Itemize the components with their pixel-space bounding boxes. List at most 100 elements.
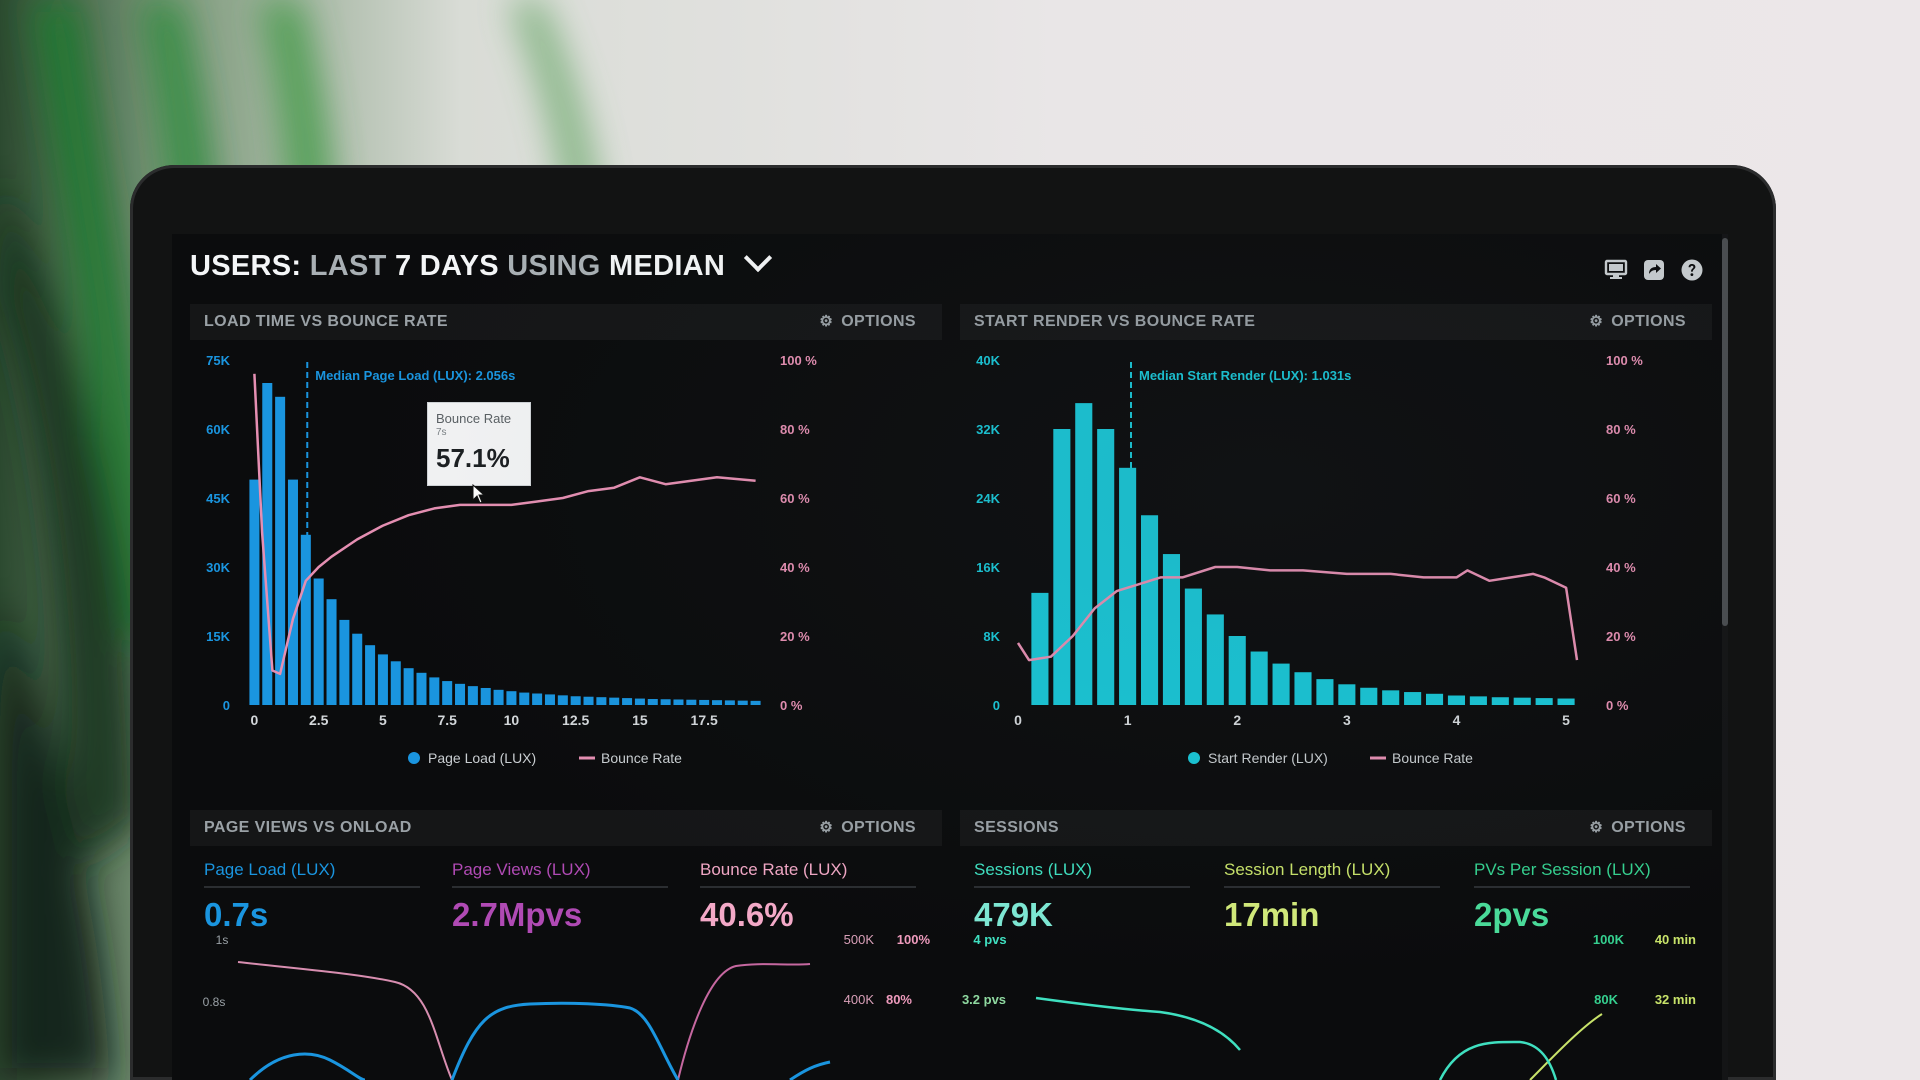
metric-label: Bounce Rate (LUX) xyxy=(700,860,916,888)
help-icon[interactable] xyxy=(1680,258,1704,282)
panel-title: SESSIONS xyxy=(974,819,1060,836)
share-icon[interactable] xyxy=(1642,258,1666,282)
bar xyxy=(1404,692,1422,705)
dashboard-title[interactable]: USERS: LAST 7 DAYS USING MEDIAN xyxy=(190,243,772,283)
sessions-chart: 4 pvs 3.2 pvs 100K 80K 40 min 32 min xyxy=(962,932,1696,1080)
bar xyxy=(467,686,478,705)
metric-value: 2pvs xyxy=(1474,896,1550,933)
y3-tick-label: 32 min xyxy=(1655,992,1696,1007)
metric-page-load[interactable]: Page Load (LUX) 0.7s xyxy=(204,860,420,934)
metric-value: 479K xyxy=(974,896,1053,933)
metric-sessions[interactable]: Sessions (LUX) 479K xyxy=(974,860,1190,934)
panel-header: LOAD TIME VS BOUNCE RATE ⚙ OPTIONS xyxy=(190,304,942,340)
y2-tick-label: 100K xyxy=(1593,932,1625,947)
median-label: Median Page Load (LUX): 2.056s xyxy=(315,368,515,383)
panel-sessions: SESSIONS ⚙ OPTIONS Sessions (LUX) 479K Se… xyxy=(960,810,1712,1080)
y-tick-label: 0 xyxy=(993,698,1000,713)
y2-tick-label: 80 % xyxy=(1606,422,1636,437)
y2-tick-label: 400K xyxy=(844,992,875,1007)
metric-bounce-rate[interactable]: Bounce Rate (LUX) 40.6% xyxy=(700,860,916,934)
panel-page-views-vs-onload: PAGE VIEWS VS ONLOAD ⚙ OPTIONS Page Load … xyxy=(190,810,942,1080)
gear-icon: ⚙ xyxy=(819,819,834,836)
options-button[interactable]: ⚙ OPTIONS xyxy=(1589,313,1686,331)
bar xyxy=(1491,697,1509,705)
metric-value: 17min xyxy=(1224,896,1320,933)
title-part-median: MEDIAN xyxy=(608,250,726,282)
scrollbar-thumb[interactable] xyxy=(1722,238,1728,626)
monitor-icon[interactable] xyxy=(1604,258,1628,282)
bar xyxy=(750,700,761,705)
x-tick-label: 1 xyxy=(1124,712,1132,728)
bar xyxy=(660,699,671,705)
y2-tick-label: 0 % xyxy=(1606,698,1629,713)
bar xyxy=(532,693,543,705)
bar xyxy=(1513,697,1531,705)
bounce-rate-line xyxy=(253,373,756,676)
metric-session-length[interactable]: Session Length (LUX) 17min xyxy=(1224,860,1440,934)
metric-label: Page Views (LUX) xyxy=(452,860,668,888)
header-icons xyxy=(1604,258,1704,282)
y3-tick-label: 80% xyxy=(886,992,912,1007)
bar xyxy=(609,697,620,705)
bar xyxy=(1184,588,1202,705)
bar xyxy=(622,698,633,705)
bar xyxy=(1250,651,1268,705)
y-tick-label: 8K xyxy=(983,629,1000,644)
metric-page-views[interactable]: Page Views (LUX) 2.7Mpvs xyxy=(452,860,668,934)
panel-title: LOAD TIME VS BOUNCE RATE xyxy=(204,313,448,330)
x-tick-label: 4 xyxy=(1453,712,1461,728)
y2-tick-label: 80 % xyxy=(780,422,810,437)
bar xyxy=(429,677,440,705)
tooltip-sub: 7s xyxy=(436,427,447,438)
bar xyxy=(506,691,517,705)
bar xyxy=(326,599,337,705)
scrollbar[interactable] xyxy=(1722,234,1728,1080)
y-tick-label: 75K xyxy=(206,353,230,368)
y2-tick-label: 40 % xyxy=(780,560,810,575)
x-tick-label: 12.5 xyxy=(562,712,589,728)
options-label: OPTIONS xyxy=(1611,313,1686,330)
bar xyxy=(634,698,645,705)
bar xyxy=(313,578,324,705)
bar xyxy=(570,696,581,705)
tooltip: Bounce Rate 7s 57.1% xyxy=(427,402,531,486)
bar xyxy=(275,396,286,705)
panel-header: PAGE VIEWS VS ONLOAD ⚙ OPTIONS xyxy=(190,810,942,846)
bar xyxy=(699,699,710,705)
metric-label: Sessions (LUX) xyxy=(974,860,1190,888)
chevron-down-icon[interactable] xyxy=(743,243,772,273)
title-part-last: LAST xyxy=(309,250,387,282)
y2-tick-label: 100 % xyxy=(780,353,817,368)
x-tick-label: 10 xyxy=(504,712,520,728)
bar xyxy=(1272,663,1290,705)
bar xyxy=(287,479,298,705)
y2-tick-label: 20 % xyxy=(1606,629,1636,644)
options-button[interactable]: ⚙ OPTIONS xyxy=(1589,819,1686,837)
bar xyxy=(1382,690,1400,705)
gear-icon: ⚙ xyxy=(1589,819,1604,836)
page-views-chart: 1s 0.8s 500K 400K 100% 80% xyxy=(203,932,931,1080)
panel-title: PAGE VIEWS VS ONLOAD xyxy=(204,819,412,836)
gear-icon: ⚙ xyxy=(819,313,834,330)
options-button[interactable]: ⚙ OPTIONS xyxy=(819,819,916,837)
bar xyxy=(544,694,555,705)
y-tick-label: 0.8s xyxy=(203,995,226,1009)
legend-swatch xyxy=(408,752,420,764)
metric-pvs-per-session[interactable]: PVs Per Session (LUX) 2pvs xyxy=(1474,860,1690,934)
dashboard-screen: USERS: LAST 7 DAYS USING MEDIAN LOAD TIM… xyxy=(172,234,1728,1080)
tooltip-label: Bounce Rate xyxy=(436,411,512,426)
options-button[interactable]: ⚙ OPTIONS xyxy=(819,313,916,331)
x-tick-label: 17.5 xyxy=(691,712,718,728)
y-tick-label: 16K xyxy=(976,560,1000,575)
bar xyxy=(262,383,273,705)
y3-tick-label: 100% xyxy=(897,932,931,947)
metric-value: 40.6% xyxy=(700,896,794,933)
sessions-line xyxy=(1438,1040,1558,1080)
y2-tick-label: 100 % xyxy=(1606,353,1643,368)
x-tick-label: 15 xyxy=(632,712,648,728)
bar xyxy=(249,479,260,705)
bar xyxy=(480,687,491,705)
legend-swatch xyxy=(1188,752,1200,764)
metric-label: PVs Per Session (LUX) xyxy=(1474,860,1690,888)
y-tick-label: 60K xyxy=(206,422,230,437)
